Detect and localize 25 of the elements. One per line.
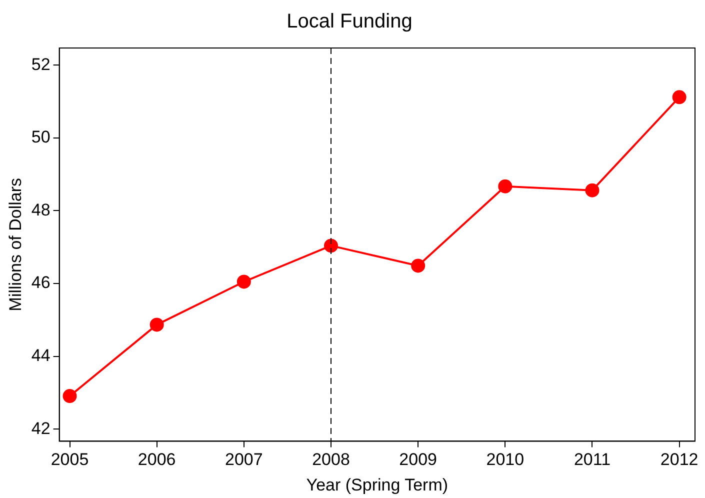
x-tick-label: 2008 bbox=[312, 450, 350, 470]
point bbox=[411, 258, 426, 273]
point bbox=[585, 183, 600, 198]
y-tick-label: 42 bbox=[31, 418, 50, 438]
x-tick-label: 2006 bbox=[138, 450, 176, 470]
point bbox=[672, 90, 686, 104]
x-tick-label: 2011 bbox=[574, 450, 611, 470]
x-tick-label: 2012 bbox=[660, 450, 698, 470]
y-axis-title: Millions of Dollars bbox=[6, 178, 25, 312]
point bbox=[324, 238, 338, 253]
x-tick-label: 2010 bbox=[486, 450, 524, 470]
x-tick-label: 2009 bbox=[399, 450, 437, 470]
y-tick-label: 46 bbox=[31, 273, 50, 292]
point bbox=[62, 389, 77, 404]
y-tick-label: 44 bbox=[31, 346, 50, 366]
point bbox=[236, 274, 251, 289]
y-tick-label: 50 bbox=[31, 128, 50, 147]
x-tick-label: 2007 bbox=[225, 450, 263, 470]
point bbox=[498, 179, 512, 194]
x-axis-title: Year (Spring Term) bbox=[306, 475, 448, 494]
y-tick-label: 52 bbox=[31, 54, 50, 74]
point bbox=[150, 318, 164, 332]
x-tick-label: 2005 bbox=[50, 450, 89, 470]
chart-title: Local Funding bbox=[286, 10, 412, 33]
y-tick-label: 48 bbox=[31, 200, 50, 220]
